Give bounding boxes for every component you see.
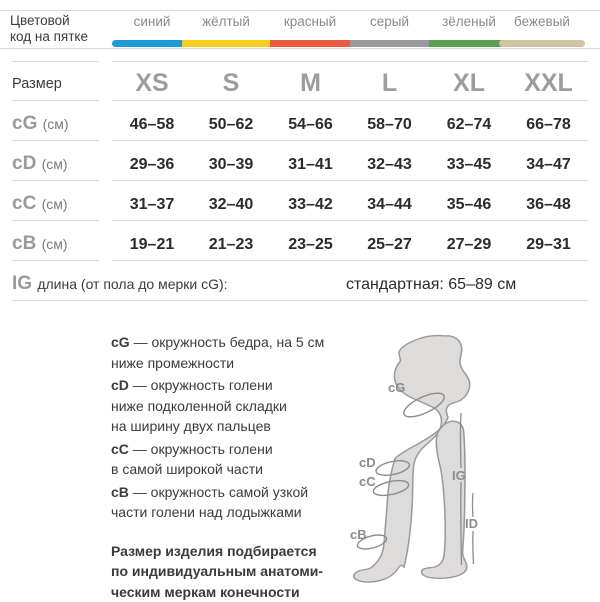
svg-text:IG: IG (452, 468, 466, 483)
svg-text:cB: cB (350, 527, 367, 542)
svg-text:cD: cD (359, 455, 376, 470)
svg-text:cC: cC (359, 474, 376, 489)
svg-text:cG: cG (388, 380, 405, 395)
svg-text:ID: ID (465, 516, 478, 531)
